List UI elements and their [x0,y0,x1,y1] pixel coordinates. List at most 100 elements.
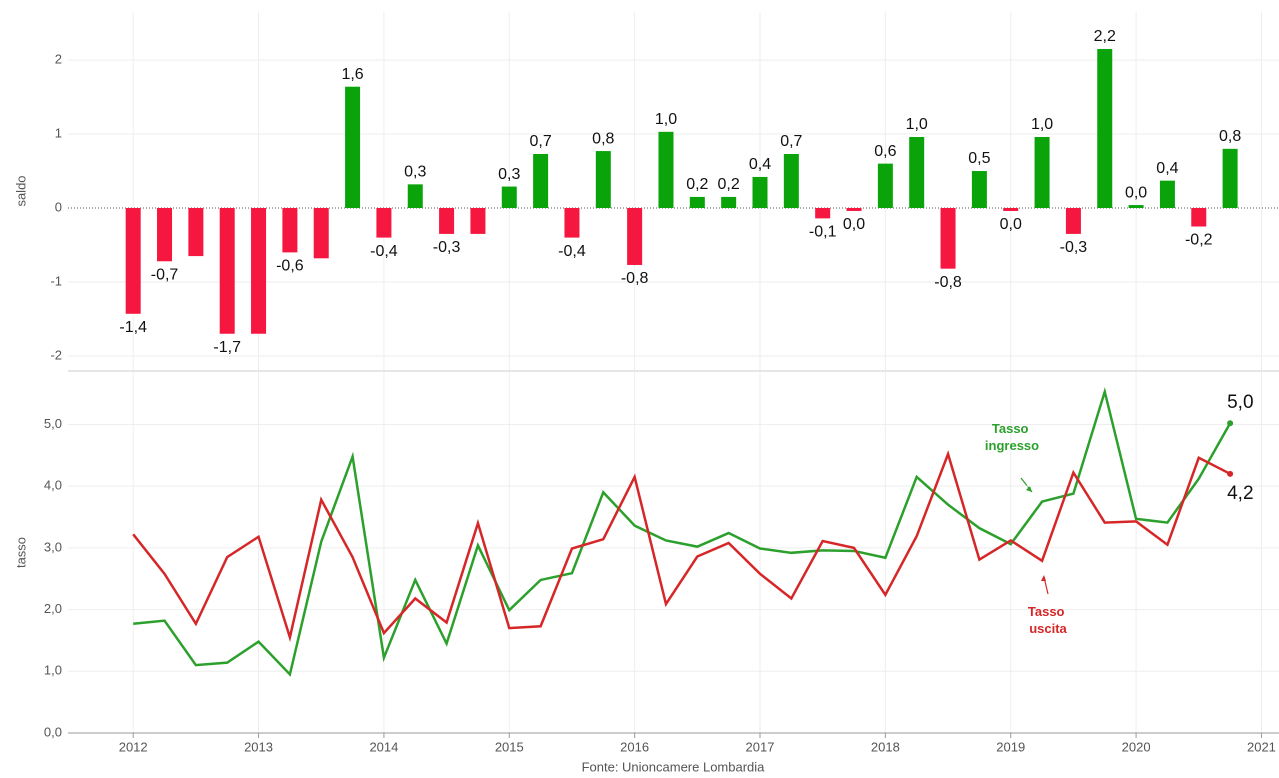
bar [846,208,862,211]
data-label: 0,2 [686,176,708,193]
data-label: -0,3 [1060,239,1088,256]
data-label: -0,4 [558,243,586,260]
bar [658,131,674,209]
bar [188,208,204,257]
bar [157,208,173,262]
data-label: 1,6 [341,66,363,83]
bar [1065,208,1081,234]
data-label: -0,8 [621,270,649,287]
data-label: -1,7 [213,339,241,356]
x-tick-label: 2014 [369,739,398,754]
data-label: -0,7 [151,266,179,283]
data-label: 0,2 [718,176,740,193]
bar [219,208,235,334]
data-label: -0,2 [1185,232,1213,249]
y-tick-label: 0 [55,199,62,214]
bar [627,208,643,265]
y-tick-label: 0,0 [44,724,62,739]
bar [909,137,925,209]
end-label: 4,2 [1227,483,1253,504]
bar [439,208,455,234]
y-tick-label: 1,0 [44,663,62,678]
data-label: -0,3 [433,239,461,256]
arrow-head [1026,486,1032,492]
y-tick-label: -1 [50,273,62,288]
legend-label: Tasso uscita [1028,604,1068,636]
x-tick-label: 2018 [871,739,900,754]
y-tick-label: 2 [55,52,62,67]
bar [1097,48,1113,209]
x-tick-label: 2013 [244,739,273,754]
y-axis-label: tasso [13,537,28,568]
data-label: 2,2 [1094,28,1116,45]
line [132,450,1231,643]
data-label: -1,4 [119,319,147,336]
data-label: 0,5 [968,150,990,167]
bar [313,208,329,259]
legend-label: Tasso ingresso [985,421,1039,453]
bar [1191,208,1207,227]
bar [1003,208,1019,211]
source: Fonte: Unioncamere Lombardia [582,759,766,774]
bar [783,154,799,209]
bar [689,196,705,209]
bar [971,171,987,209]
data-label: 0,8 [1219,128,1241,145]
bar [595,151,611,209]
bar [1034,137,1050,209]
data-label: 0,7 [529,133,551,150]
data-label: 0,8 [592,130,614,147]
bar [877,163,893,209]
data-label: 0,0 [843,216,865,233]
x-tick-label: 2019 [996,739,1025,754]
data-label: 0,3 [498,166,520,183]
arrow-head [1041,575,1046,581]
bar [470,208,486,234]
x-tick-label: 2016 [620,739,649,754]
y-axis-label: saldo [13,175,28,206]
data-label: 0,3 [404,164,426,181]
bar [407,184,423,209]
bar [125,208,141,314]
y-tick-label: 1 [55,125,62,140]
data-label: -0,1 [809,224,837,241]
data-label: 0,7 [780,133,802,150]
bar [1159,180,1175,209]
data-label: -0,8 [934,274,962,291]
x-tick-label: 2021 [1247,739,1276,754]
data-label: 1,0 [655,111,677,128]
data-label: 0,0 [1125,184,1147,201]
bar [251,208,267,334]
bar [940,208,956,269]
y-tick-label: 3,0 [44,539,62,554]
end-point [1227,420,1234,427]
y-tick-label: 4,0 [44,478,62,493]
data-label: -0,4 [370,243,398,260]
x-tick-label: 2020 [1122,739,1151,754]
bar [345,86,361,209]
end-point [1227,470,1234,477]
data-label: 0,6 [874,143,896,160]
bar [1128,205,1144,209]
data-label: 1,0 [1031,116,1053,133]
bar [815,208,831,219]
data-label: -0,6 [276,258,304,275]
data-label: 0,4 [749,156,771,173]
bar [1222,148,1238,209]
y-tick-label: 5,0 [44,416,62,431]
data-label: 0,4 [1156,160,1178,177]
bar [752,176,768,209]
bar [282,208,298,253]
bar [533,154,549,209]
bar [564,208,580,238]
y-tick-label: -2 [50,347,62,362]
data-label: 0,0 [1000,216,1022,233]
x-tick-label: 2017 [746,739,775,754]
end-label: 5,0 [1227,392,1253,413]
y-tick-label: 2,0 [44,601,62,616]
line [133,387,1232,677]
bar [721,196,737,209]
bar [501,186,517,209]
data-label: 1,0 [906,116,928,133]
bar [376,208,392,238]
